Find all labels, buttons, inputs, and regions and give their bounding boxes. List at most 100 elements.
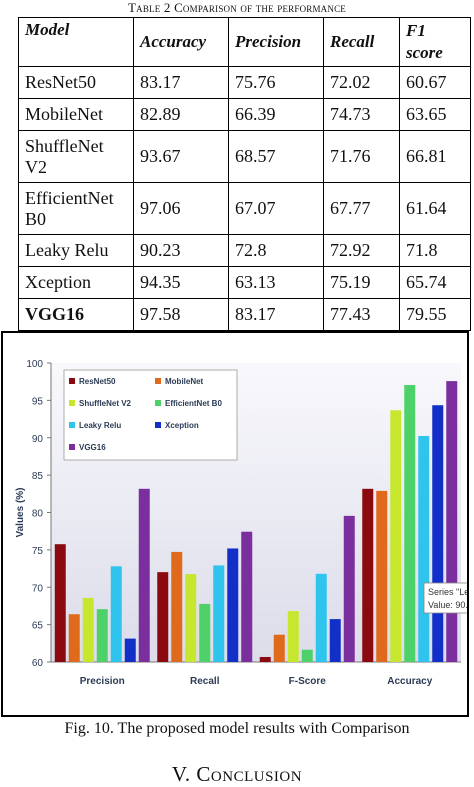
y-tick-label: 80 [32, 509, 44, 520]
bar-xception-recall[interactable] [227, 548, 239, 662]
cell-accuracy: 82.89 [133, 98, 229, 131]
bar-leaky-relu-precision[interactable] [110, 566, 122, 662]
header-recall: Recall [323, 17, 400, 67]
bar-vgg16-f-score[interactable] [343, 515, 355, 662]
bar-vgg16-accuracy[interactable] [446, 381, 458, 662]
bar-leaky-relu-accuracy[interactable] [418, 436, 430, 662]
x-tick-label: Accuracy [387, 676, 432, 687]
table-row: Leaky Relu 90.23 72.8 72.92 71.8 [18, 234, 471, 267]
bar-shufflenet-v2-precision[interactable] [82, 597, 94, 662]
cell-recall: 77.43 [323, 298, 400, 331]
bar-vgg16-precision[interactable] [138, 488, 150, 662]
bar-shufflenet-v2-accuracy[interactable] [390, 410, 402, 662]
cell-accuracy: 97.58 [133, 298, 229, 331]
legend-swatch [155, 400, 161, 406]
cell-precision: 72.8 [228, 234, 324, 267]
legend-label: ResNet50 [79, 377, 116, 386]
header-model: Model [18, 17, 134, 67]
cell-model: Leaky Relu [18, 234, 134, 267]
section-number: V. [171, 762, 197, 786]
cell-precision: 67.07 [228, 182, 324, 235]
bar-resnet50-f-score[interactable] [259, 656, 271, 662]
bar-efficientnet-b0-recall[interactable] [199, 603, 211, 662]
legend-swatch [155, 378, 161, 384]
bar-resnet50-recall[interactable] [157, 572, 169, 662]
y-tick-label: 75 [32, 546, 44, 557]
bar-vgg16-recall[interactable] [241, 531, 253, 662]
cell-f1: 60.67 [399, 66, 471, 99]
cell-f1: 63.65 [399, 98, 471, 131]
cell-model: ShuffleNet V2 [18, 130, 134, 183]
bar-mobilenet-precision[interactable] [68, 614, 80, 662]
legend-swatch [69, 400, 75, 406]
table-row: Xception 94.35 63.13 75.19 65.74 [18, 266, 471, 299]
bar-resnet50-precision[interactable] [54, 544, 66, 662]
x-tick-label: F-Score [289, 676, 327, 687]
cell-accuracy: 94.35 [133, 266, 229, 299]
cell-recall: 72.92 [323, 234, 400, 267]
cell-precision: 68.57 [228, 130, 324, 183]
bar-leaky-relu-recall[interactable] [213, 565, 225, 662]
tooltip: Series "Lea Value: 90.2 [423, 582, 474, 614]
cell-accuracy: 83.17 [133, 66, 229, 99]
legend-label: Xception [165, 421, 199, 430]
section-title: Conclusion [196, 762, 303, 786]
legend-swatch [69, 422, 75, 428]
cell-f1: 61.64 [399, 182, 471, 235]
cell-model: ResNet50 [18, 66, 134, 99]
y-tick-label: 95 [32, 396, 44, 407]
bar-efficientnet-b0-f-score[interactable] [301, 649, 313, 662]
table-header-row: Model Accuracy Precision Recall F1 score [18, 17, 471, 67]
bar-shufflenet-v2-recall[interactable] [185, 574, 197, 662]
legend-swatch [69, 444, 75, 450]
bar-leaky-relu-f-score[interactable] [315, 573, 327, 662]
y-axis-label: Values (%) [15, 487, 26, 537]
legend-swatch [155, 422, 161, 428]
bars: Precision Recall F-Score Accuracy [54, 381, 458, 687]
y-tick-label: 65 [32, 621, 44, 632]
cell-accuracy: 93.67 [133, 130, 229, 183]
bar-xception-precision[interactable] [124, 638, 136, 662]
tooltip-line-2: Value: 90.2 [428, 600, 467, 610]
bar-efficientnet-b0-accuracy[interactable] [404, 384, 416, 662]
table-caption-text: Comparison of the performance [174, 0, 346, 15]
y-tick-label: 70 [32, 583, 44, 594]
x-tick-label: Precision [80, 676, 125, 687]
table-row: ResNet50 83.17 75.76 72.02 60.67 [18, 66, 471, 99]
header-precision: Precision [228, 17, 324, 67]
y-tick-label: 100 [26, 359, 43, 370]
cell-model: VGG16 [18, 298, 134, 331]
section-heading: V. Conclusion [0, 762, 474, 787]
cell-recall: 74.73 [323, 98, 400, 131]
bar-efficientnet-b0-precision[interactable] [96, 609, 108, 662]
bar-mobilenet-accuracy[interactable] [376, 490, 388, 662]
cell-accuracy: 97.06 [133, 182, 229, 235]
cell-f1: 79.55 [399, 298, 471, 331]
figure-caption: Fig. 10. The proposed model results with… [64, 720, 410, 737]
cell-accuracy: 90.23 [133, 234, 229, 267]
legend-box [63, 369, 238, 461]
table-row: ShuffleNet V2 93.67 68.57 71.76 66.81 [18, 130, 471, 183]
bar-xception-f-score[interactable] [329, 619, 341, 662]
cell-f1: 71.8 [399, 234, 471, 267]
cell-recall: 72.02 [323, 66, 400, 99]
figure-frame: 60 65 70 75 80 85 90 95 100 Values (%) Precision R… [1, 331, 474, 717]
cell-precision: 75.76 [228, 66, 324, 99]
header-accuracy: Accuracy [133, 17, 229, 67]
tooltip-box [423, 582, 474, 614]
cell-recall: 71.76 [323, 130, 400, 183]
bar-shufflenet-v2-f-score[interactable] [287, 611, 299, 662]
bar-xception-accuracy[interactable] [432, 405, 444, 662]
legend-label: VGG16 [79, 443, 106, 452]
legend: ResNet50 MobileNet ShuffleNet V2 EfficientN… [63, 369, 238, 461]
bar-mobilenet-recall[interactable] [171, 551, 183, 662]
header-f1-score: F1 score [399, 17, 471, 67]
cell-model: EfficientNet B0 [18, 182, 134, 235]
cell-recall: 67.77 [323, 182, 400, 235]
legend-label: Leaky Relu [79, 421, 121, 430]
bar-resnet50-accuracy[interactable] [362, 488, 374, 662]
performance-table: Model Accuracy Precision Recall F1 score… [18, 17, 471, 331]
legend-label: ShuffleNet V2 [79, 399, 132, 408]
table-caption-prefix: Table 2 [128, 0, 175, 15]
bar-mobilenet-f-score[interactable] [273, 634, 285, 662]
